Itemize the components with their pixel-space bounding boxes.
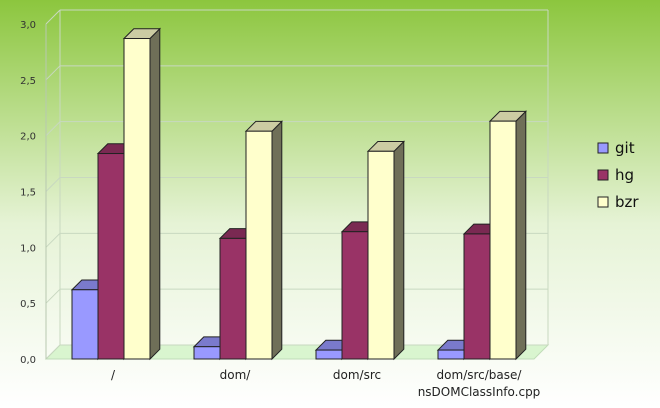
bar-side-face xyxy=(271,120,283,361)
y-axis: 0,0 0,5 1,0 1,5 2,0 2,5 3,0 xyxy=(20,20,47,366)
y-tick-label: 0,0 xyxy=(20,355,36,366)
bar-bzr-2 xyxy=(366,140,406,361)
legend-swatch-hg xyxy=(597,169,609,181)
bar-front-face xyxy=(219,237,247,360)
x-tick-label: dom/src/base/nsDOMClassInfo.cpp xyxy=(418,368,541,399)
bar-front-face xyxy=(463,233,491,360)
bar-side-face xyxy=(393,140,405,361)
legend-label-git: git xyxy=(615,139,635,157)
bar-front-face xyxy=(341,231,369,360)
legend-label-hg: hg xyxy=(615,166,634,184)
gridline-side xyxy=(45,177,61,192)
gridline-side xyxy=(45,288,61,304)
bar-front-face xyxy=(489,120,517,360)
x-tick-label: / xyxy=(111,368,116,382)
bar-front-face xyxy=(367,150,395,360)
gridline-side xyxy=(45,9,61,25)
gridline-side xyxy=(45,344,61,360)
legend: git hg bzr xyxy=(597,139,639,211)
bar-front-face xyxy=(71,289,99,360)
legend-swatch-bzr xyxy=(597,196,609,208)
gridline-side xyxy=(45,121,61,137)
x-axis: / dom/dom/src dom/src/base/nsDOMClassInfo.… xyxy=(111,368,540,399)
y-tick-label: 1,0 xyxy=(20,243,36,254)
bar-front-face xyxy=(193,346,221,360)
gridline-side xyxy=(45,65,61,81)
bar-bzr-3 xyxy=(488,110,528,361)
bar-front-face xyxy=(97,153,125,360)
bar-bzr-0 xyxy=(122,27,162,361)
bar-front-face xyxy=(437,349,465,360)
bar-front-face xyxy=(123,38,151,360)
y-tick-label: 2,0 xyxy=(20,132,36,143)
bar-side-face xyxy=(515,110,527,361)
y-tick-label: 3,0 xyxy=(20,20,36,31)
y-tick-label: 1,5 xyxy=(20,188,36,199)
legend-label-bzr: bzr xyxy=(615,193,639,211)
bar-front-face xyxy=(315,349,343,360)
x-tick-label: dom/src xyxy=(333,368,381,382)
y-tick-label: 2,5 xyxy=(20,76,36,87)
bars xyxy=(70,27,528,361)
bar-bzr-1 xyxy=(244,120,284,361)
bar-side-face xyxy=(149,27,161,361)
bar-front-face xyxy=(245,130,273,360)
legend-swatch-git xyxy=(597,142,609,154)
gridline-side xyxy=(45,232,61,248)
x-tick-label: dom/ xyxy=(220,368,252,382)
y-tick-label: 0,5 xyxy=(20,299,36,310)
